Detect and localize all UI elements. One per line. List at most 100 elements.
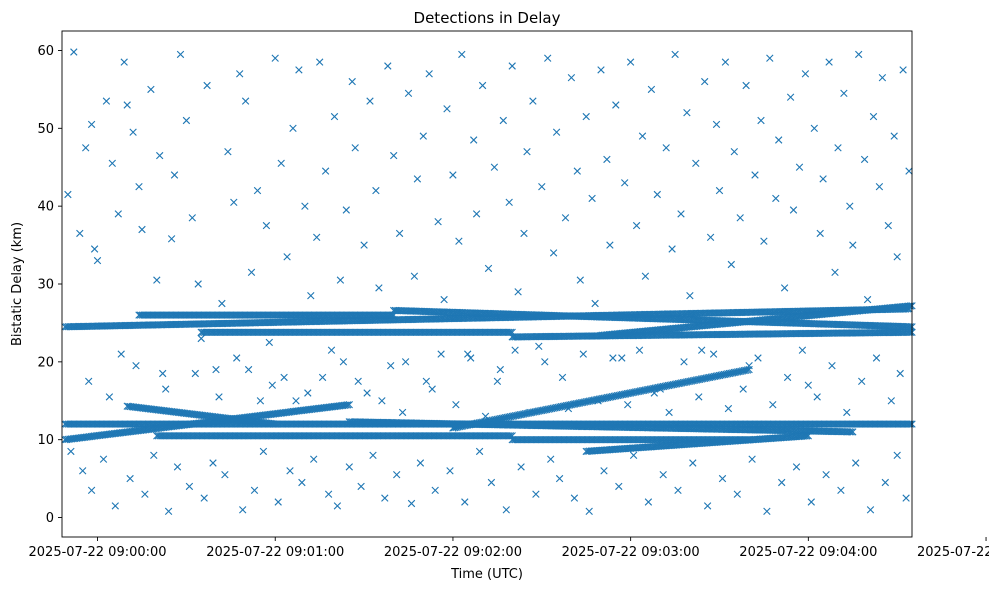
data-point [354,377,362,385]
data-point [653,190,661,199]
y-tick-label: 0 [46,511,54,526]
data-point [718,474,727,483]
data-point [549,249,558,257]
data-point [502,506,510,514]
data-point [221,471,229,479]
data-point [618,354,626,362]
data-point [772,194,780,203]
data-point [138,225,146,234]
y-axis: 0 10 20 30 40 50 60 [37,44,62,526]
data-point [505,198,513,206]
x-tick-label: 2025-07-22 09:01:00 [206,545,344,560]
data-point [511,346,519,354]
x-tick-label: 2025-07-22 09:05:00 [917,545,989,560]
data-point [875,183,884,191]
data-point [493,377,502,385]
data-point [428,385,436,393]
data-point [863,295,872,304]
data-point [117,350,125,358]
data-point [395,229,404,238]
data-point [286,467,294,475]
data-point [200,494,208,502]
data-point [555,474,564,483]
data-point [431,486,439,494]
data-point [786,93,795,101]
data-point [792,463,801,471]
data-point [745,365,753,374]
data-point [135,183,143,191]
data-point [709,350,718,358]
data-point [215,393,223,401]
data-point [609,354,617,362]
data-point [695,393,703,401]
data-point [795,163,804,171]
data-point [126,474,134,483]
data-point [736,214,744,222]
data-point [683,109,691,117]
data-point [393,471,401,479]
data-point [384,62,392,70]
data-point [191,369,199,378]
data-point [558,373,567,382]
data-point [434,218,442,226]
data-point [410,272,419,280]
data-point [573,167,581,175]
data-point [203,81,211,90]
data-point [547,455,555,463]
data-point [855,50,863,59]
data-point [597,66,605,74]
data-point [843,408,851,417]
data-point [860,155,869,164]
data-point [905,420,913,428]
data-point [176,50,185,59]
data-point [422,377,430,385]
data-point [159,369,167,378]
data-point [398,408,407,417]
data-point [318,373,327,382]
data-point [188,214,196,222]
data-point [778,478,786,487]
data-point [461,498,469,506]
data-point [893,253,901,261]
data-point [858,377,866,385]
data-point [321,167,330,175]
data-point [674,486,682,494]
data-point [849,241,857,249]
data-point [517,463,525,471]
data-point [541,358,549,366]
data-point [316,58,324,66]
data-point [706,233,715,241]
data-point [256,397,265,405]
data-point [79,467,87,475]
y-tick-label: 10 [37,433,54,448]
data-point [378,397,386,405]
data-point [906,302,915,310]
data-point [111,502,119,510]
data-point [295,66,303,74]
data-point [120,58,128,66]
data-point [698,346,706,354]
data-point [644,498,653,506]
data-point [677,210,685,218]
data-point [579,350,587,358]
data-point [760,237,768,245]
data-point [475,447,484,456]
data-point [724,404,733,413]
data-point [449,171,457,179]
x-tick-label: 2025-07-22 09:04:00 [739,545,877,560]
data-point [304,389,312,397]
data-point [478,81,487,90]
data-point [224,148,232,156]
data-point [194,280,202,288]
data-point [339,358,348,366]
data-point [659,471,667,479]
data-point [132,362,140,370]
data-point [401,358,410,366]
plot-area [62,31,912,537]
data-point [849,428,857,436]
data-point [381,494,389,502]
data-point [250,486,259,494]
data-point [603,155,611,164]
data-point [87,120,96,129]
data-point [647,85,656,94]
